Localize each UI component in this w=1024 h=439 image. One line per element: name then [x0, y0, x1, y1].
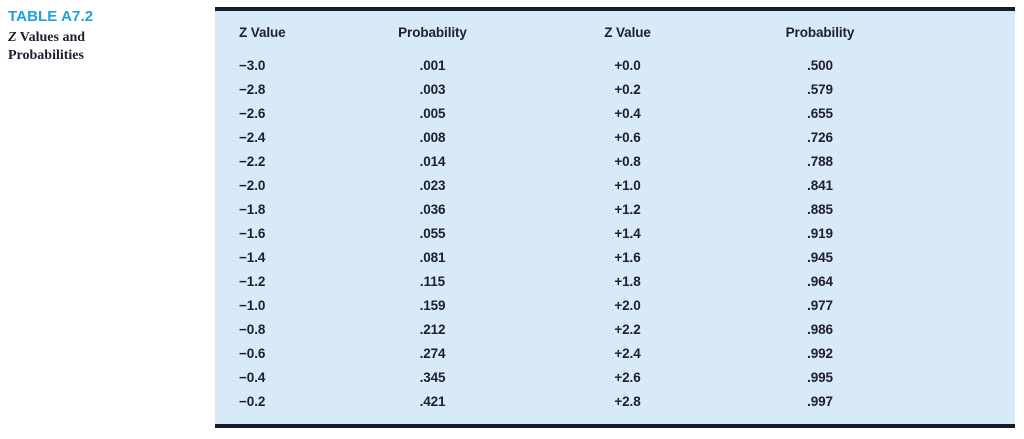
probability-cell: .036	[419, 202, 446, 217]
z-value-cell: +0.8	[614, 154, 641, 169]
probability-cell: .964	[807, 274, 833, 289]
z-value-cell: +1.6	[614, 250, 641, 265]
table-body: −3.0 .001 +0.0 .500 −2.8 .003 +0.2 .579 −2.6 .005…	[215, 54, 915, 414]
table-row: −1.2 .115 +1.8 .964	[215, 270, 915, 294]
probability-cell: .005	[419, 106, 446, 121]
probability-cell: .274	[419, 346, 446, 361]
probability-cell: .115	[419, 274, 446, 289]
table-row: −2.0 .023 +1.0 .841	[215, 174, 915, 198]
probability-cell: .919	[807, 226, 833, 241]
z-value-cell: +1.8	[614, 274, 641, 289]
probability-cell: .001	[419, 58, 446, 73]
probability-cell: .081	[419, 250, 446, 265]
probability-cell: .008	[419, 130, 446, 145]
probability-cell: .500	[807, 58, 833, 73]
table-header-row: Z Value Probability Z Value Probability	[215, 24, 915, 42]
probability-cell: .655	[807, 106, 833, 121]
z-value-cell: −2.2	[239, 154, 266, 169]
table-row: −0.8 .212 +2.2 .986	[215, 318, 915, 342]
z-value-cell: −1.4	[239, 250, 266, 265]
table-row: −0.2 .421 +2.8 .997	[215, 390, 915, 414]
probability-cell: .345	[419, 370, 446, 385]
probability-cell: .788	[807, 154, 833, 169]
z-value-cell: −1.8	[239, 202, 266, 217]
probability-cell: .841	[807, 178, 833, 193]
probability-cell: .986	[807, 322, 833, 337]
table-row: −2.2 .014 +0.8 .788	[215, 150, 915, 174]
z-value-cell: +2.6	[614, 370, 641, 385]
table-title-line2: Probabilities	[8, 48, 84, 64]
probability-cell: .003	[419, 82, 446, 97]
header-probability-right: Probability	[785, 25, 855, 40]
probability-cell: .885	[807, 202, 833, 217]
z-value-cell: −2.4	[239, 130, 266, 145]
table-row: −1.0 .159 +2.0 .977	[215, 294, 915, 318]
table-row: −3.0 .001 +0.0 .500	[215, 54, 915, 78]
z-value-cell: −2.8	[239, 82, 266, 97]
z-value-cell: +0.0	[614, 58, 641, 73]
z-value-cell: −2.0	[239, 178, 266, 193]
z-value-cell: +2.2	[614, 322, 641, 337]
table-title: Z Values and Probabilities	[8, 29, 203, 65]
probability-cell: .421	[419, 394, 446, 409]
table-row: −0.4 .345 +2.6 .995	[215, 366, 915, 390]
table-row: −0.6 .274 +2.4 .992	[215, 342, 915, 366]
z-value-cell: +2.8	[614, 394, 641, 409]
table-row: −2.8 .003 +0.2 .579	[215, 78, 915, 102]
probability-cell: .977	[807, 298, 833, 313]
z-value-cell: −0.2	[239, 394, 266, 409]
header-probability-left: Probability	[398, 25, 467, 40]
table-row: −1.4 .081 +1.6 .945	[215, 246, 915, 270]
z-value-cell: −2.6	[239, 106, 266, 121]
table-row: −2.6 .005 +0.4 .655	[215, 102, 915, 126]
z-value-cell: −3.0	[239, 58, 266, 73]
z-value-cell: +2.4	[614, 346, 641, 361]
probability-cell: .212	[419, 322, 446, 337]
probability-cell: .055	[419, 226, 446, 241]
probability-cell: .579	[807, 82, 833, 97]
probability-cell: .995	[807, 370, 833, 385]
z-value-cell: −0.4	[239, 370, 266, 385]
probability-cell: .945	[807, 250, 833, 265]
table-caption: TABLE A7.2 Z Values and Probabilities	[8, 8, 203, 65]
probability-cell: .023	[419, 178, 446, 193]
z-value-cell: +1.4	[614, 226, 641, 241]
probability-cell: .726	[807, 130, 833, 145]
z-probability-table: Z Value Probability Z Value Probability …	[215, 7, 1015, 428]
z-value-cell: +0.4	[614, 106, 641, 121]
header-z-value-left: Z Value	[239, 25, 286, 40]
z-value-cell: −1.0	[239, 298, 266, 313]
table-row: −2.4 .008 +0.6 .726	[215, 126, 915, 150]
probability-cell: .159	[419, 298, 446, 313]
z-value-cell: −1.2	[239, 274, 266, 289]
table-row: −1.8 .036 +1.2 .885	[215, 198, 915, 222]
z-value-cell: +2.0	[614, 298, 641, 313]
table-title-z: Z	[8, 30, 17, 45]
z-value-cell: +1.2	[614, 202, 641, 217]
probability-cell: .992	[807, 346, 833, 361]
table-number-label: TABLE A7.2	[8, 8, 94, 25]
z-value-cell: +1.0	[614, 178, 641, 193]
z-value-cell: −0.8	[239, 322, 266, 337]
table-title-line1: Values and	[16, 30, 86, 45]
z-value-cell: −1.6	[239, 226, 266, 241]
z-value-cell: +0.2	[614, 82, 641, 97]
z-value-cell: +0.6	[614, 130, 641, 145]
table-row: −1.6 .055 +1.4 .919	[215, 222, 915, 246]
z-value-cell: −0.6	[239, 346, 266, 361]
probability-cell: .997	[807, 394, 833, 409]
probability-cell: .014	[419, 154, 446, 169]
header-z-value-right: Z Value	[604, 25, 651, 40]
